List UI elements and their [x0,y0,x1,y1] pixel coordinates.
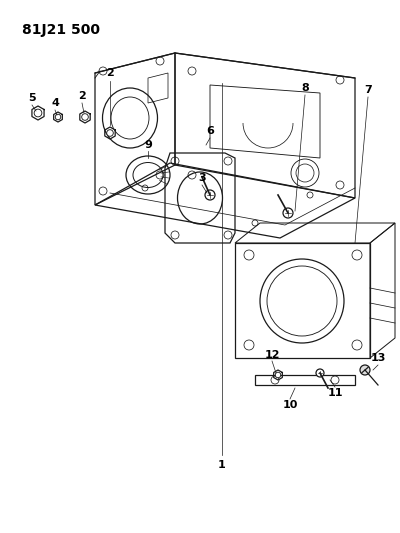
Text: 11: 11 [327,388,343,398]
Text: 12: 12 [264,350,280,360]
Text: 1: 1 [218,460,226,470]
Circle shape [55,114,61,120]
Circle shape [275,372,281,378]
Circle shape [34,109,42,117]
Text: 9: 9 [144,140,152,150]
Text: 4: 4 [51,98,59,108]
Text: 81J21 500: 81J21 500 [22,23,100,37]
Text: 2: 2 [78,91,86,101]
Circle shape [316,369,324,377]
Circle shape [82,114,88,120]
Text: 10: 10 [282,400,298,410]
Text: 6: 6 [206,126,214,136]
Circle shape [283,208,293,218]
Circle shape [107,130,113,136]
Text: 13: 13 [370,353,386,363]
Text: 3: 3 [198,173,206,183]
Text: 5: 5 [28,93,36,103]
Text: 7: 7 [364,85,372,95]
Text: 8: 8 [301,83,309,93]
Circle shape [360,365,370,375]
Text: 2: 2 [106,68,114,78]
Circle shape [205,190,215,200]
